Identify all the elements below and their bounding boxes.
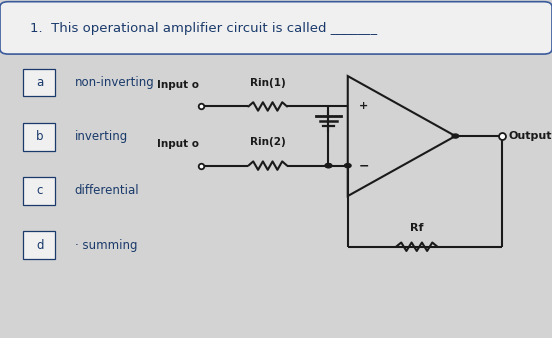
Text: Input o: Input o: [157, 79, 199, 90]
Text: non-inverting: non-inverting: [75, 76, 154, 89]
Text: Rin(2): Rin(2): [250, 137, 285, 147]
Text: a: a: [36, 76, 44, 89]
Text: differential: differential: [75, 185, 139, 197]
Text: +: +: [359, 101, 368, 112]
Text: d: d: [36, 239, 44, 251]
Text: b: b: [36, 130, 44, 143]
Text: 1.  This operational amplifier circuit is called _______: 1. This operational amplifier circuit is…: [30, 22, 378, 35]
Text: −: −: [359, 159, 369, 172]
Text: Rf: Rf: [410, 223, 423, 233]
Circle shape: [325, 164, 332, 168]
FancyBboxPatch shape: [0, 2, 552, 54]
Circle shape: [452, 134, 459, 138]
FancyBboxPatch shape: [23, 177, 55, 204]
FancyBboxPatch shape: [23, 69, 55, 97]
Text: Output: Output: [509, 131, 552, 141]
Text: c: c: [36, 185, 43, 197]
FancyBboxPatch shape: [23, 123, 55, 151]
Text: inverting: inverting: [75, 130, 128, 143]
Text: · summing: · summing: [75, 239, 137, 251]
Text: Rin(1): Rin(1): [250, 78, 285, 88]
Circle shape: [325, 164, 332, 168]
Text: Input o: Input o: [157, 139, 199, 149]
FancyBboxPatch shape: [23, 231, 55, 259]
Circle shape: [344, 164, 351, 168]
